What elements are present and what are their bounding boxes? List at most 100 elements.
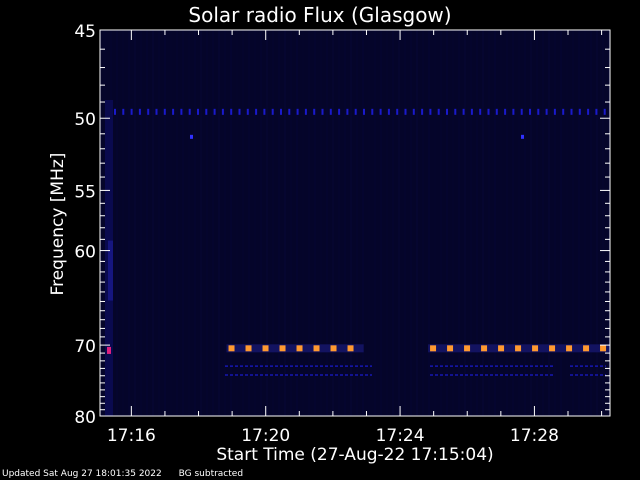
updated-timestamp: Updated Sat Aug 27 18:01:35 2022 <box>2 469 162 479</box>
dotted-line-mark <box>553 108 556 115</box>
dotted-line-mark <box>479 108 482 115</box>
texture-stripe <box>242 30 244 416</box>
texture-stripe <box>476 30 478 416</box>
dotted-line-mark <box>180 108 183 115</box>
texture-stripe <box>338 30 340 416</box>
texture-stripe <box>422 30 424 416</box>
bg-subtracted-note: BG subtracted <box>178 469 244 479</box>
y-axis-label: Frequency [MHz] <box>48 152 68 296</box>
texture-stripe <box>260 30 262 416</box>
texture-stripe <box>380 30 382 416</box>
texture-stripe <box>416 30 418 416</box>
texture-stripe <box>596 30 598 416</box>
texture-stripe <box>404 30 406 416</box>
dotted-line-mark <box>537 108 540 115</box>
texture-stripe <box>182 30 184 416</box>
texture-stripe <box>116 30 118 416</box>
band-mark <box>549 345 556 352</box>
band-mark <box>532 345 539 352</box>
texture-stripe <box>398 30 400 416</box>
dotted-line-mark <box>188 108 191 115</box>
dotted-line-mark <box>321 108 324 115</box>
dotted-line-mark <box>495 108 498 115</box>
texture-stripe <box>134 30 136 416</box>
texture-stripe <box>146 30 148 416</box>
texture-stripe <box>488 30 490 416</box>
dotted-line-mark <box>255 108 258 115</box>
dotted-line-mark <box>429 108 432 115</box>
band-mark <box>515 345 522 352</box>
texture-stripe <box>440 30 442 416</box>
band-mark <box>464 345 471 352</box>
dotted-line-mark <box>412 108 415 115</box>
texture-stripe <box>362 30 364 416</box>
texture-stripe <box>206 30 208 416</box>
band-mark <box>498 345 505 352</box>
texture-stripe <box>518 30 520 416</box>
texture-stripe <box>344 30 346 416</box>
band-mark <box>330 345 337 352</box>
texture-stripe <box>452 30 454 416</box>
texture-stripe <box>578 30 580 416</box>
texture-stripe <box>542 30 544 416</box>
texture-stripe <box>104 30 106 416</box>
dotted-line-mark <box>603 108 606 115</box>
band-mark <box>583 345 590 352</box>
texture-stripe <box>314 30 316 416</box>
texture-stripe <box>296 30 298 416</box>
dotted-line-mark <box>163 108 166 115</box>
dotted-line-mark <box>288 108 291 115</box>
texture-stripe <box>128 30 130 416</box>
texture-stripe <box>278 30 280 416</box>
texture-stripe <box>590 30 592 416</box>
dotted-line-mark <box>246 108 249 115</box>
footer-status: Updated Sat Aug 27 18:01:35 2022 BG subt… <box>2 469 257 479</box>
plot-frame <box>99 29 611 417</box>
texture-stripe <box>560 30 562 416</box>
texture-stripe <box>410 30 412 416</box>
chart-title: Solar radio Flux (Glasgow) <box>188 3 452 27</box>
texture-stripe <box>524 30 526 416</box>
texture-stripe <box>320 30 322 416</box>
y-tick-label: 55 <box>74 182 96 202</box>
dotted-line-mark <box>230 108 233 115</box>
left-edge-spot <box>107 346 111 354</box>
texture-stripe <box>458 30 460 416</box>
texture-stripe <box>368 30 370 416</box>
dotted-line-mark <box>396 108 399 115</box>
texture-stripe <box>506 30 508 416</box>
x-tick-label: 17:20 <box>241 426 290 446</box>
band-mark <box>279 345 286 352</box>
dotted-line-mark <box>512 108 515 115</box>
dotted-line-mark <box>504 108 507 115</box>
dotted-line-mark <box>371 108 374 115</box>
band-mark <box>566 345 573 352</box>
band-mark <box>600 345 607 352</box>
texture-stripe <box>164 30 166 416</box>
texture-stripe <box>392 30 394 416</box>
isolated-dot <box>521 134 524 139</box>
x-axis-label: Start Time (27-Aug-22 17:15:04) <box>216 445 494 465</box>
band-mark <box>347 345 354 352</box>
dotted-line-mark <box>520 108 523 115</box>
dotted-line-mark <box>404 108 407 115</box>
dotted-line-mark <box>155 108 158 115</box>
texture-stripe <box>200 30 202 416</box>
dotted-line-mark <box>587 108 590 115</box>
dotted-line-mark <box>263 108 266 115</box>
dotted-line-mark <box>379 108 382 115</box>
y-tick-label: 70 <box>74 337 96 357</box>
texture-stripe <box>110 30 112 416</box>
x-tick-label: 17:16 <box>107 426 156 446</box>
texture-stripe <box>608 30 610 416</box>
texture-stripe <box>152 30 154 416</box>
texture-stripe <box>428 30 430 416</box>
texture-stripe <box>302 30 304 416</box>
plot-area <box>100 30 610 416</box>
texture-stripe <box>584 30 586 416</box>
dotted-line-mark <box>130 108 133 115</box>
dotted-line-mark <box>545 108 548 115</box>
band-halo <box>226 344 364 353</box>
band-mark <box>228 345 235 352</box>
